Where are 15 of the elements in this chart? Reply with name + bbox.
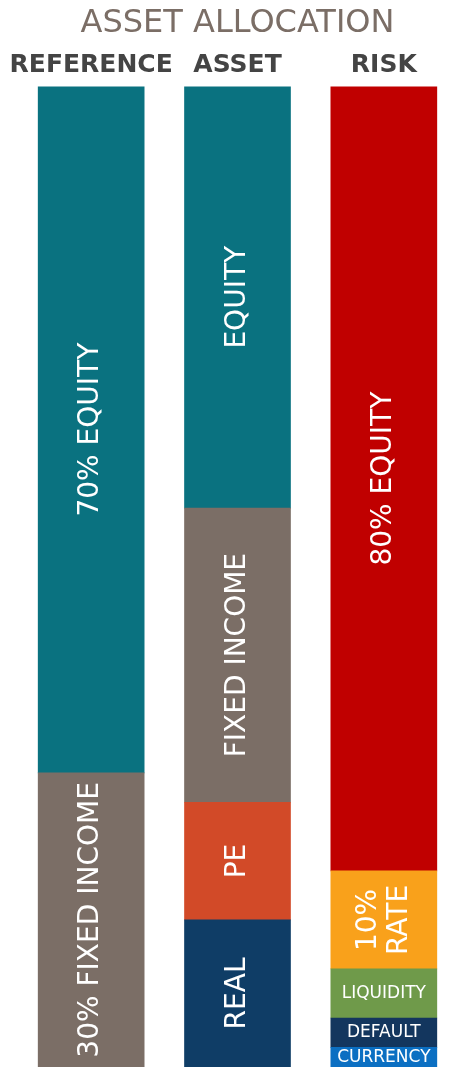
series-label: CURRENCY [337, 1045, 432, 1066]
series-label: PE [218, 843, 252, 879]
series-label: 70% EQUITY [72, 341, 106, 517]
series-label: REAL [218, 957, 252, 1030]
series-label: LIQUIDITY [341, 981, 427, 1002]
series-label: DEFAULT [347, 1021, 422, 1042]
series-label: EQUITY [218, 244, 252, 349]
series-label: 10% RATE [349, 884, 414, 955]
x-tick-label: RISK [350, 48, 419, 78]
x-tick-label: ASSET [193, 48, 282, 78]
series-label: 30% FIXED INCOME [72, 782, 106, 1058]
series-label: 80% EQUITY [365, 390, 399, 566]
x-tick-label: REFERENCE [9, 48, 173, 78]
chart-title: ASSET ALLOCATION [80, 1, 395, 40]
series-label: FIXED INCOME [218, 552, 252, 758]
